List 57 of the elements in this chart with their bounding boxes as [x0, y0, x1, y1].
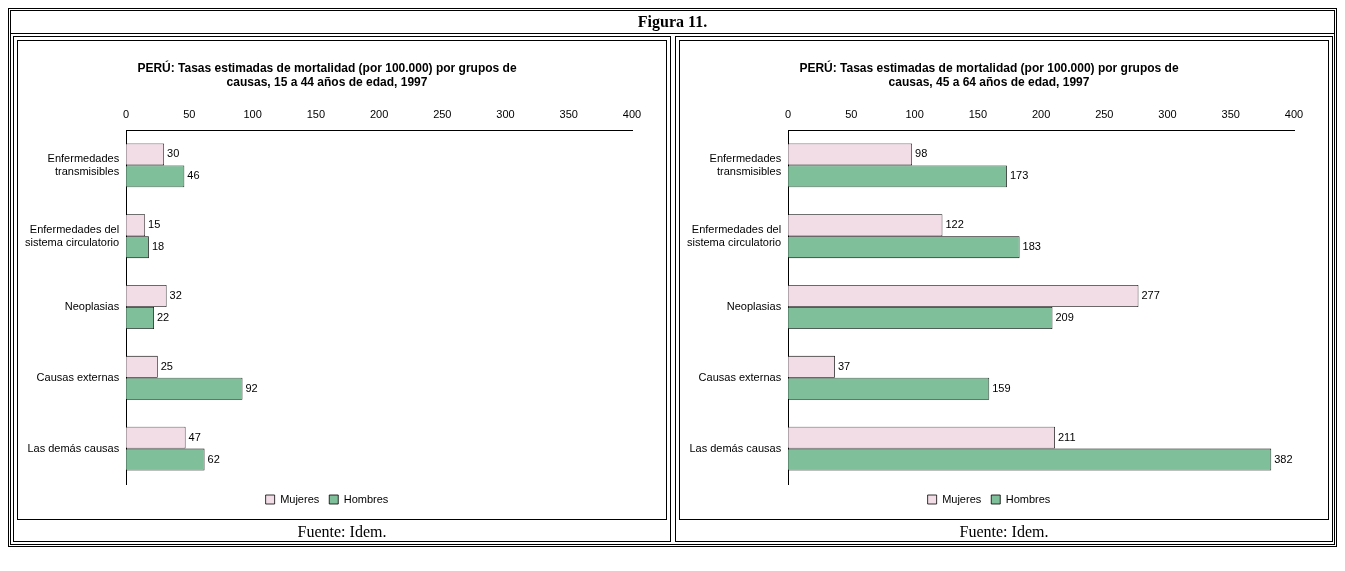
data-label: 92: [245, 381, 258, 394]
source-note: Fuente: Idem.: [958, 523, 1050, 541]
x-tick-label: 200: [369, 108, 389, 121]
data-label: 18: [151, 240, 165, 253]
y-tick-label: Las demás causas: [27, 441, 120, 454]
x-tick-label: 150: [306, 108, 326, 121]
x-tick-label: 200: [1031, 108, 1051, 121]
legend-label: Hombres: [343, 492, 389, 505]
y-tick-label: Enfermedades transmisibles: [709, 151, 782, 178]
legend-label: Mujeres: [942, 492, 982, 505]
y-tick-label: Enfermedades transmisibles: [47, 151, 120, 178]
data-label: 173: [1009, 169, 1029, 182]
x-tick-label: 250: [1095, 108, 1114, 121]
data-label: 37: [837, 359, 851, 372]
x-tick-label: 150: [968, 108, 988, 121]
x-tick-label: 400: [622, 108, 642, 121]
data-label: 62: [207, 452, 220, 465]
y-tick-label: Causas externas: [36, 370, 120, 383]
data-label: 122: [945, 218, 964, 231]
chart-title: PERÚ: Tasas estimadas de mortalidad (por 100.000) por grupos de causas, 45 a 64 años de edad, 1997: [799, 59, 1179, 89]
data-label: 22: [156, 311, 170, 324]
data-label: 15: [148, 218, 161, 231]
y-tick-label: Causas externas: [698, 370, 782, 383]
data-label: 209: [1055, 311, 1074, 324]
legend-label: Hombres: [1005, 492, 1051, 505]
data-label: 98: [915, 147, 928, 160]
x-tick-label: 400: [1284, 108, 1304, 121]
text: Figura 11.: [11, 11, 1334, 34]
data-label: 30: [167, 147, 180, 160]
x-tick-label: 300: [496, 108, 515, 121]
x-tick-label: 350: [1221, 108, 1240, 121]
y-tick-label: Neoplasias: [726, 300, 782, 313]
data-label: 382: [1274, 452, 1293, 465]
y-tick-label: Neoplasias: [64, 300, 120, 313]
data-label: 159: [992, 381, 1011, 394]
x-tick-label: 100: [905, 108, 924, 121]
x-tick-label: 0: [785, 108, 792, 121]
y-tick-label: Enfermedades del sistema circulatorio: [25, 222, 120, 248]
x-tick-label: 250: [433, 108, 452, 121]
x-tick-label: 50: [183, 108, 196, 121]
data-label: 183: [1022, 240, 1041, 253]
x-tick-label: 100: [243, 108, 262, 121]
source-note: Fuente: Idem.: [296, 523, 388, 541]
x-tick-label: 300: [1158, 108, 1177, 121]
data-label: 47: [188, 430, 201, 443]
y-tick-label: Enfermedades del sistema circulatorio: [687, 222, 782, 248]
chart-title: PERÚ: Tasas estimadas de mortalidad (por 100.000) por grupos de causas, 15 a 44 años de edad, 1997: [137, 59, 517, 89]
data-label: 277: [1141, 289, 1160, 302]
x-tick-label: 350: [559, 108, 578, 121]
data-label: 25: [160, 359, 174, 372]
y-tick-label: Las demás causas: [689, 441, 782, 454]
x-tick-label: 50: [845, 108, 858, 121]
x-tick-label: 0: [123, 108, 130, 121]
legend-label: Mujeres: [280, 492, 320, 505]
data-label: 211: [1057, 430, 1076, 443]
data-label: 46: [187, 169, 200, 182]
data-label: 32: [169, 289, 182, 302]
